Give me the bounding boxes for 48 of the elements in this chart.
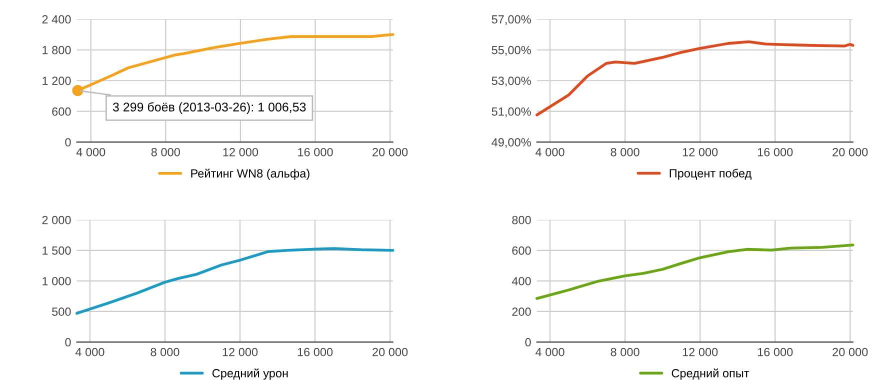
y-tick-label: 49,00% — [492, 138, 531, 148]
legend-label: Средний урон — [212, 368, 288, 380]
y-tick-label: 1 500 — [42, 246, 71, 255]
y-tick-label: 600 — [52, 107, 71, 116]
x-tick-label: 8 000 — [610, 348, 640, 356]
y-tick-label: 57,00% — [492, 15, 531, 25]
y-tick-label: 1 000 — [42, 276, 71, 286]
x-tick-label: 12 000 — [682, 348, 718, 356]
x-tick-label: 16 000 — [298, 148, 333, 156]
y-tick-label: 1 800 — [42, 46, 71, 54]
y-tick-label: 1 200 — [42, 76, 71, 86]
x-tick-label: 8 000 — [151, 148, 180, 156]
y-tick-label: 400 — [512, 276, 531, 286]
x-tick-label: 16 000 — [758, 148, 793, 156]
y-tick-label: 2 400 — [42, 15, 71, 24]
x-tick-label: 16 000 — [758, 348, 793, 356]
y-tick-label: 55,00% — [492, 46, 531, 56]
x-tick-label: 8 000 — [610, 148, 640, 156]
x-tick-label: 4 000 — [76, 148, 106, 156]
y-tick-label: 500 — [52, 308, 71, 316]
x-tick-label: 20 000 — [372, 148, 408, 156]
x-tick-label: 4 000 — [536, 348, 564, 356]
x-tick-label: 12 000 — [682, 148, 718, 156]
x-tick-label: 20 000 — [832, 148, 868, 156]
y-tick-label: 800 — [512, 216, 531, 224]
annotation: 3 299 боёв (2013-03-26): 1 006,53 — [112, 102, 306, 114]
x-tick-label: 4 000 — [75, 348, 104, 356]
y-tick-label: 600 — [512, 246, 531, 255]
legend-label: Процент побед — [670, 168, 752, 180]
y-tick-label: 53,00% — [492, 76, 531, 86]
y-tick-label: 2 000 — [42, 216, 71, 224]
x-tick-label: 20 000 — [372, 348, 408, 356]
x-tick-label: 4 000 — [536, 148, 564, 156]
x-tick-label: 16 000 — [298, 348, 333, 356]
y-tick-label: 0 — [65, 138, 71, 146]
legend-label: Рейтинг WN8 (альфа) — [191, 168, 310, 180]
y-tick-label: 200 — [512, 308, 531, 316]
x-tick-label: 12 000 — [223, 148, 258, 156]
x-tick-label: 12 000 — [222, 348, 258, 356]
line-series — [75, 247, 394, 315]
x-tick-label: 8 000 — [150, 348, 180, 356]
line-series — [536, 40, 854, 116]
y-tick-label: 0 — [525, 338, 531, 346]
y-tick-label: 51,00% — [492, 107, 531, 118]
line-series — [536, 244, 854, 300]
y-tick-label: 0 — [65, 338, 71, 346]
legend-label: Средний опыт — [672, 368, 750, 380]
x-tick-label: 20 000 — [832, 348, 868, 356]
